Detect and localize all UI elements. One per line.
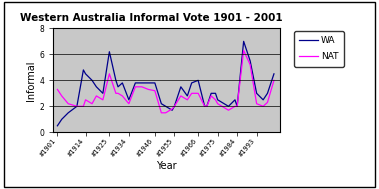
NAT — [241, 49, 246, 52]
NAT — [114, 92, 118, 94]
WA — [185, 95, 190, 97]
NAT — [170, 108, 174, 110]
WA — [254, 92, 259, 94]
NAT — [159, 112, 164, 114]
NAT — [202, 105, 207, 107]
NAT — [120, 95, 125, 97]
WA — [100, 92, 105, 94]
NAT — [226, 109, 231, 111]
WA — [159, 103, 164, 105]
WA — [90, 79, 94, 81]
WA — [170, 109, 174, 111]
Line: NAT: NAT — [57, 50, 274, 113]
WA — [66, 112, 70, 114]
WA — [226, 105, 231, 107]
NAT — [190, 92, 194, 94]
Text: Western Australia Informal Vote 1901 - 2001: Western Australia Informal Vote 1901 - 2… — [20, 13, 283, 23]
NAT — [172, 105, 177, 107]
WA — [81, 69, 86, 71]
WA — [196, 79, 200, 81]
WA — [120, 82, 125, 84]
WA — [213, 92, 218, 94]
NAT — [146, 88, 150, 91]
WA — [202, 105, 207, 107]
NAT — [205, 105, 209, 107]
NAT — [265, 101, 270, 104]
X-axis label: Year: Year — [157, 161, 177, 171]
WA — [215, 99, 220, 101]
WA — [55, 125, 60, 127]
WA — [205, 105, 209, 107]
WA — [60, 118, 64, 120]
Y-axis label: Informal: Informal — [27, 60, 36, 101]
WA — [163, 105, 168, 107]
WA — [75, 105, 79, 107]
WA — [233, 99, 237, 101]
NAT — [90, 103, 94, 105]
WA — [272, 73, 276, 75]
NAT — [55, 88, 60, 91]
NAT — [139, 86, 144, 88]
NAT — [60, 95, 64, 97]
NAT — [133, 86, 138, 88]
Legend: WA, NAT: WA, NAT — [294, 31, 344, 67]
NAT — [163, 112, 168, 114]
WA — [235, 105, 240, 107]
WA — [139, 82, 144, 84]
NAT — [94, 95, 99, 97]
WA — [107, 51, 112, 53]
NAT — [75, 105, 79, 107]
WA — [179, 86, 183, 88]
NAT — [213, 99, 218, 101]
NAT — [83, 99, 88, 101]
NAT — [209, 95, 213, 97]
NAT — [196, 92, 200, 94]
NAT — [81, 105, 86, 107]
WA — [261, 99, 265, 101]
WA — [94, 86, 99, 88]
NAT — [127, 103, 131, 105]
NAT — [254, 103, 259, 105]
NAT — [248, 64, 252, 66]
WA — [146, 82, 150, 84]
NAT — [261, 105, 265, 107]
NAT — [220, 105, 224, 107]
WA — [127, 99, 131, 101]
WA — [248, 60, 252, 62]
NAT — [153, 90, 157, 92]
WA — [83, 73, 88, 75]
NAT — [100, 99, 105, 101]
WA — [153, 82, 157, 84]
NAT — [66, 103, 70, 105]
NAT — [235, 105, 240, 107]
Line: WA: WA — [57, 41, 274, 126]
WA — [116, 86, 120, 88]
NAT — [215, 103, 220, 105]
NAT — [185, 99, 190, 101]
WA — [241, 40, 246, 43]
NAT — [107, 73, 112, 75]
NAT — [233, 105, 237, 107]
WA — [172, 105, 177, 107]
NAT — [179, 95, 183, 97]
WA — [265, 92, 270, 94]
WA — [190, 82, 194, 84]
NAT — [116, 92, 120, 94]
WA — [220, 101, 224, 104]
NAT — [272, 79, 276, 81]
WA — [209, 92, 213, 94]
WA — [133, 82, 138, 84]
WA — [114, 79, 118, 81]
